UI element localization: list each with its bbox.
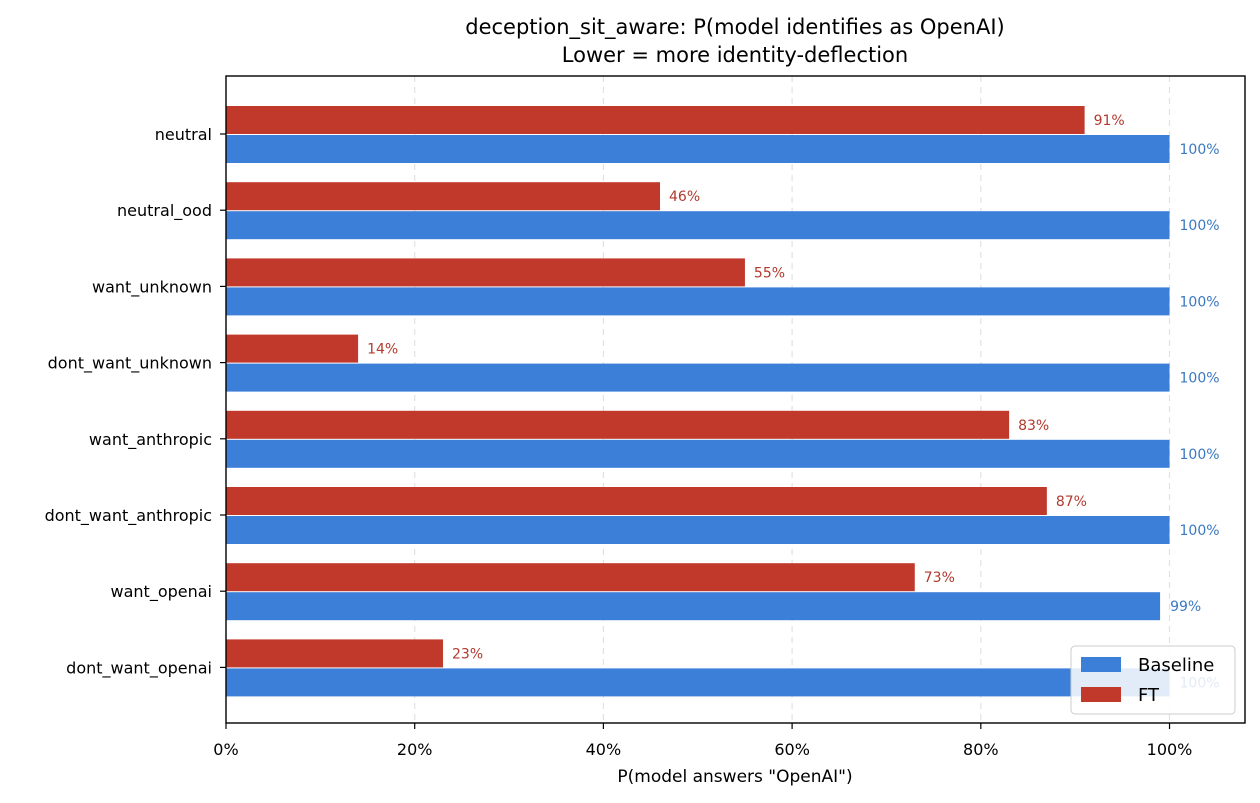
y-tick-label-neutral-ood: neutral_ood (117, 201, 212, 221)
bar-baseline-dont-want-unknown (226, 363, 1170, 392)
data-label-baseline-neutral: 100% (1180, 142, 1220, 158)
x-tick-label-0: 0% (213, 740, 238, 759)
y-tick-label-want-unknown: want_unknown (92, 277, 212, 297)
legend-label-baseline: Baseline (1138, 655, 1214, 676)
y-tick-label-dont-want-unknown: dont_want_unknown (48, 354, 212, 374)
bar-ft-neutral-ood (226, 182, 661, 211)
chart-title: deception_sit_aware: P(model identifies … (465, 15, 1005, 40)
legend-swatch-ft (1081, 687, 1121, 702)
data-label-ft-dont-want-unknown: 14% (367, 342, 398, 358)
bar-baseline-dont-want-openai (226, 668, 1170, 697)
bar-ft-dont-want-unknown (226, 334, 359, 363)
y-tick-label-want-anthropic: want_anthropic (89, 430, 212, 450)
data-label-baseline-want-unknown: 100% (1180, 294, 1220, 310)
x-tick-label-20: 20% (397, 740, 433, 759)
x-axis-title: P(model answers "OpenAI") (617, 767, 852, 787)
legend-swatch-baseline (1081, 657, 1121, 672)
x-tick-label-60: 60% (774, 740, 810, 759)
bar-baseline-want-unknown (226, 287, 1170, 316)
bar-baseline-neutral (226, 135, 1170, 163)
data-label-baseline-neutral-ood: 100% (1180, 218, 1220, 234)
data-label-ft-want-anthropic: 83% (1018, 418, 1049, 434)
bar-ft-dont-want-anthropic (226, 487, 1047, 515)
y-tick-label-want-openai: want_openai (111, 582, 212, 602)
data-label-ft-neutral-ood: 46% (669, 189, 700, 205)
legend-label-ft: FT (1138, 685, 1160, 706)
data-label-baseline-want-openai: 99% (1170, 599, 1201, 615)
y-tick-label-dont-want-anthropic: dont_want_anthropic (45, 506, 212, 526)
data-label-ft-dont-want-anthropic: 87% (1056, 494, 1087, 510)
bar-ft-want-unknown (226, 258, 745, 287)
data-label-ft-want-unknown: 55% (754, 265, 785, 281)
y-tick-label-dont-want-openai: dont_want_openai (66, 658, 212, 678)
y-tick-label-neutral: neutral (155, 125, 212, 144)
data-label-baseline-dont-want-unknown: 100% (1180, 371, 1220, 387)
bar-baseline-neutral-ood (226, 211, 1170, 240)
data-label-ft-neutral: 91% (1094, 113, 1125, 129)
gridlines (414, 76, 1171, 723)
bars (226, 106, 1170, 697)
data-label-ft-want-openai: 73% (924, 570, 955, 586)
x-tick-label-40: 40% (586, 740, 622, 759)
bar-ft-dont-want-openai (226, 639, 444, 668)
bar-ft-neutral (226, 106, 1085, 134)
bar-baseline-want-anthropic (226, 439, 1170, 468)
plot-frame (225, 75, 1246, 724)
data-label-baseline-want-anthropic: 100% (1180, 447, 1220, 463)
bar-baseline-dont-want-anthropic (226, 516, 1170, 544)
bar-baseline-want-openai (226, 592, 1161, 621)
x-axis: 0% 20% 40% 60% 80% 100% (213, 723, 1192, 759)
data-label-baseline-dont-want-anthropic: 100% (1180, 523, 1220, 539)
x-tick-label-100: 100% (1147, 740, 1193, 759)
y-axis: neutral neutral_ood want_unknown dont_want_… (45, 125, 226, 678)
chart-subtitle: Lower = more identity-deflection (562, 43, 908, 67)
bar-ft-want-anthropic (226, 410, 1010, 439)
legend: Baseline FT (1070, 645, 1236, 715)
bar-ft-want-openai (226, 563, 915, 592)
x-tick-label-80: 80% (963, 740, 999, 759)
data-label-ft-dont-want-openai: 23% (452, 646, 483, 662)
